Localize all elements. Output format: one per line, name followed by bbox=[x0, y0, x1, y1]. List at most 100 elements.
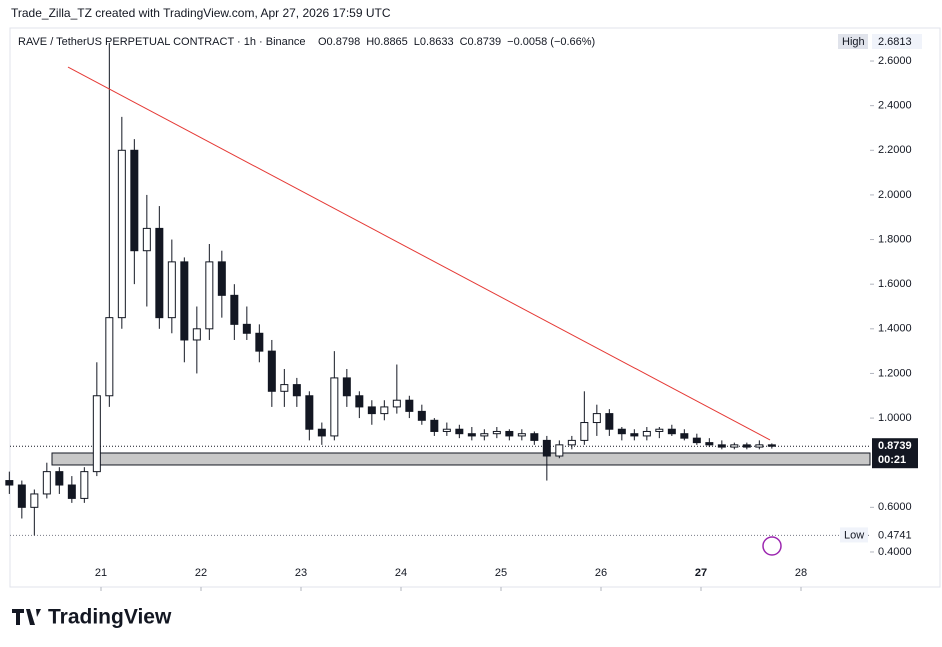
candle-body bbox=[730, 444, 739, 448]
candle-body bbox=[442, 428, 451, 432]
legend-value: H0.8865 bbox=[366, 36, 408, 48]
candle-body bbox=[592, 413, 601, 424]
high-value: 2.6813 bbox=[878, 36, 912, 48]
x-tick-label: 25 bbox=[495, 567, 507, 579]
x-tick-label: 27 bbox=[695, 567, 707, 579]
brand: TradingView bbox=[48, 606, 172, 629]
y-tick-label: 1.4000 bbox=[878, 323, 912, 335]
candle-body bbox=[367, 406, 376, 415]
y-tick-label: 2.6000 bbox=[878, 55, 912, 67]
low-value: 0.4741 bbox=[878, 529, 912, 541]
y-tick-label: 1.0000 bbox=[878, 412, 912, 424]
candle-body bbox=[742, 444, 751, 448]
candle-body bbox=[117, 149, 126, 319]
y-tick-label: 2.0000 bbox=[878, 189, 912, 201]
last-price-box bbox=[872, 438, 918, 469]
candle-body bbox=[455, 428, 464, 435]
candle-body bbox=[617, 428, 626, 435]
credit: Trade_Zilla_TZ created with TradingView.… bbox=[11, 6, 391, 20]
candle-body bbox=[680, 433, 689, 439]
x-tick-label: 26 bbox=[595, 567, 607, 579]
low-label: Low bbox=[844, 529, 864, 541]
candle-body bbox=[717, 444, 726, 448]
high-label-box bbox=[838, 34, 868, 49]
candle-body bbox=[355, 395, 364, 408]
y-tick-label: 1.8000 bbox=[878, 233, 912, 245]
x-tick-label: 28 bbox=[795, 567, 807, 579]
candle-body bbox=[580, 422, 589, 441]
low-label-box bbox=[840, 527, 868, 543]
candle-body bbox=[392, 399, 401, 408]
high-value-box bbox=[872, 34, 922, 49]
candle-body bbox=[542, 439, 551, 457]
candle-body bbox=[180, 261, 189, 341]
support-zone bbox=[51, 452, 871, 466]
candle-body bbox=[255, 332, 264, 352]
candle-body bbox=[292, 384, 301, 397]
candle-body bbox=[105, 317, 114, 397]
candle-body bbox=[55, 471, 64, 486]
candle-body bbox=[267, 350, 276, 392]
candle-body bbox=[567, 439, 576, 446]
y-tick-label: 2.4000 bbox=[878, 100, 912, 112]
x-tick-label: 21 bbox=[95, 567, 107, 579]
candle-body bbox=[217, 261, 226, 296]
candle-body bbox=[330, 377, 339, 437]
candle-body bbox=[667, 428, 676, 435]
candle-body bbox=[480, 433, 489, 437]
legend-value: O0.8798 bbox=[318, 36, 360, 48]
y-tick-label: 2.2000 bbox=[878, 144, 912, 156]
candle-body bbox=[230, 294, 239, 325]
candle-body bbox=[192, 328, 201, 341]
candle-body bbox=[530, 433, 539, 441]
trendline bbox=[67, 66, 771, 441]
candle-body bbox=[205, 261, 214, 330]
candle-body bbox=[92, 395, 101, 473]
candle-body bbox=[517, 433, 526, 437]
legend-value: L0.8633 bbox=[414, 36, 454, 48]
candle-body bbox=[380, 406, 389, 415]
last-price: 0.8739 bbox=[878, 440, 912, 452]
x-tick-label: 23 bbox=[295, 567, 307, 579]
legend-value: C0.8739 bbox=[460, 36, 502, 48]
countdown: 00:21 bbox=[878, 454, 906, 466]
frame bbox=[9, 27, 941, 588]
candle-body bbox=[280, 384, 289, 392]
alert-icon bbox=[762, 536, 782, 556]
candle-body bbox=[30, 493, 39, 508]
candle-body bbox=[642, 430, 651, 437]
candle-body bbox=[430, 419, 439, 432]
candle-body bbox=[42, 471, 51, 495]
candle-body bbox=[142, 227, 151, 252]
candle-body bbox=[242, 323, 251, 334]
candle-body bbox=[305, 395, 314, 430]
candle-body bbox=[317, 428, 326, 437]
candle-body bbox=[155, 227, 164, 319]
candle-body bbox=[605, 413, 614, 430]
tv-logo: TradingView bbox=[12, 606, 172, 629]
candle-body bbox=[167, 261, 176, 319]
candle-body bbox=[67, 484, 76, 499]
x-tick-label: 22 bbox=[195, 567, 207, 579]
candle-body bbox=[555, 444, 564, 457]
candle-body bbox=[505, 430, 514, 437]
legend-value: −0.0058 (−0.66%) bbox=[507, 36, 595, 48]
x-tick-label: 24 bbox=[395, 567, 407, 579]
candle-body bbox=[692, 437, 701, 444]
y-tick-label: 1.6000 bbox=[878, 278, 912, 290]
candle-body bbox=[467, 433, 476, 437]
candle-body bbox=[767, 444, 776, 447]
candle-body bbox=[80, 471, 89, 499]
candle-body bbox=[705, 442, 714, 446]
y-tick-label: 1.2000 bbox=[878, 367, 912, 379]
candle-body bbox=[492, 430, 501, 435]
candle-body bbox=[5, 480, 14, 486]
symbol-title: RAVE / TetherUS PERPETUAL CONTRACT · 1h … bbox=[18, 36, 306, 48]
y-tick-label: 0.4000 bbox=[878, 546, 912, 558]
candle-body bbox=[342, 377, 351, 397]
candle-body bbox=[755, 444, 764, 448]
candle-body bbox=[130, 149, 139, 252]
candle-body bbox=[17, 484, 26, 508]
candle-body bbox=[630, 433, 639, 437]
